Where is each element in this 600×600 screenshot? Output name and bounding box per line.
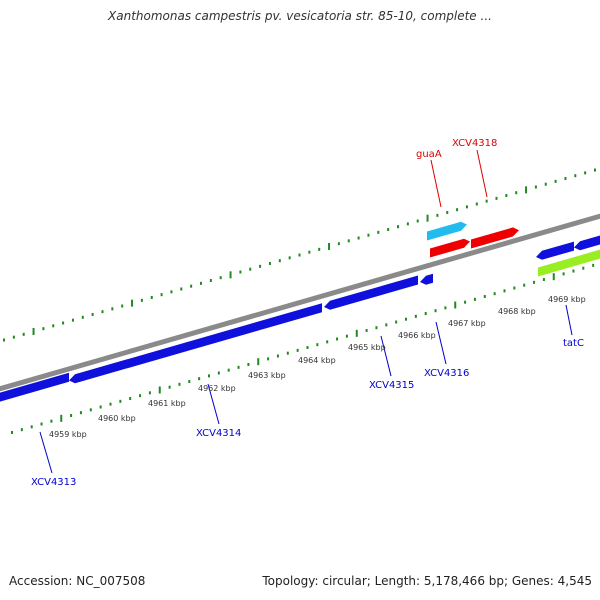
kbp-tick-labels: 4959 kbp 4960 kbp 4961 kbp 4962 kbp 4963 kbp… xyxy=(49,295,586,439)
gene-arrow-xcv4315 xyxy=(324,275,418,310)
kbp-tick-label: 4960 kbp xyxy=(98,414,136,423)
genome-summary-text: Topology: circular; Length: 5,178,466 bp… xyxy=(262,574,592,588)
gene-arrows xyxy=(0,221,600,402)
gene-arrow-xcv4314 xyxy=(69,303,322,384)
kbp-tick-label: 4969 kbp xyxy=(548,295,586,304)
gene-label: XCV4314 xyxy=(196,428,241,439)
gene-arrow-tatc-band xyxy=(538,249,600,277)
gene-leader-line xyxy=(39,431,53,474)
gene-arrow-xcv4318 xyxy=(471,227,519,249)
gene-label: XCV4313 xyxy=(31,477,76,488)
kbp-tick-label: 4962 kbp xyxy=(198,384,236,393)
backbone-line xyxy=(0,213,600,392)
gene-arrow-extra xyxy=(574,235,600,251)
gene-leader-line xyxy=(476,149,488,198)
gene-labels: guaA XCV4318 XCV4313 XCV4314 XCV4315 XCV4316 t… xyxy=(31,138,584,488)
kbp-tick-label: 4961 kbp xyxy=(148,399,186,408)
label-leaders xyxy=(39,149,573,474)
gene-arrow-tatc xyxy=(536,241,574,260)
gene-arrow-xcv4316 xyxy=(420,273,433,285)
inner-tick-track xyxy=(11,263,595,434)
gene-label: guaA xyxy=(416,149,442,160)
gene-leader-line xyxy=(207,383,220,425)
gene-leader-line xyxy=(565,304,573,336)
gene-label: XCV4316 xyxy=(424,368,469,379)
kbp-tick-label: 4967 kbp xyxy=(448,319,486,328)
gene-leader-line xyxy=(435,321,447,365)
kbp-tick-label: 4965 kbp xyxy=(348,343,386,352)
gene-label: XCV4318 xyxy=(452,138,497,149)
kbp-tick-label: 4966 kbp xyxy=(398,331,436,340)
gene-leader-line xyxy=(380,335,392,377)
gene-label: XCV4315 xyxy=(369,380,414,391)
kbp-tick-label: 4959 kbp xyxy=(49,430,87,439)
genome-backbone xyxy=(0,213,600,392)
kbp-tick-label: 4963 kbp xyxy=(248,371,286,380)
kbp-tick-label: 4968 kbp xyxy=(498,307,536,316)
map-title: Xanthomonas campestris pv. vesicatoria s… xyxy=(108,9,492,23)
kbp-tick-label: 4964 kbp xyxy=(298,356,336,365)
gene-label: tatC xyxy=(563,338,584,349)
outer-tick-track xyxy=(3,168,596,342)
gene-arrow-guaa xyxy=(427,221,467,241)
gene-leader-line xyxy=(430,159,442,208)
gene-arrow-guaa-cds xyxy=(430,238,470,258)
gene-arrow-xcv4313 xyxy=(0,372,69,402)
accession-text: Accession: NC_007508 xyxy=(9,574,146,588)
